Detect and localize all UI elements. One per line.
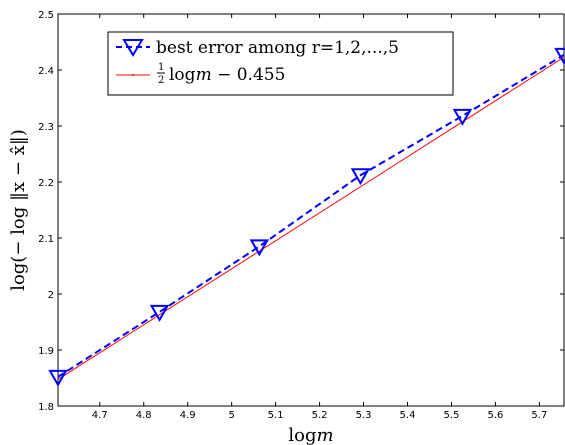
legend-box [107, 31, 454, 96]
x-tick-label: 5.4 [400, 410, 416, 421]
data-point-marker [554, 47, 565, 65]
x-tick-label: 5 [228, 410, 234, 421]
series-fit-line [57, 56, 565, 380]
y-tick-label: 1.9 [38, 346, 54, 357]
y-axis-label: log(− log ‖x − x̂‖) [8, 129, 29, 291]
x-axis-ticks: 4.7 4.8 4.9 5 5.1 5.2 5.3 5.4 5.5 5.6 5.7 [92, 14, 547, 421]
data-point-marker [48, 369, 68, 387]
x-tick-label: 5.5 [444, 410, 460, 421]
y-tick-label: 2.5 [38, 10, 54, 21]
legend-label-offset: − 0.455 [212, 65, 286, 85]
x-tick-label: 5.7 [531, 410, 547, 421]
y-tick-label: 2.3 [38, 122, 54, 133]
y-tick-label: 2.4 [38, 66, 54, 77]
data-point-marker [149, 304, 170, 322]
y-tick-label: 1.8 [38, 402, 54, 413]
series-best-error-line [57, 54, 565, 378]
x-tick-label: 5.6 [487, 410, 503, 421]
legend: best error among r=1,2,...,5 1 2 logm − … [107, 31, 454, 96]
legend-frac-numerator: 1 [158, 62, 164, 73]
x-tick-label: 4.9 [180, 410, 196, 421]
legend-label-m: m [196, 65, 212, 85]
legend-frac-denominator: 2 [158, 75, 164, 86]
y-axis-ticks: 1.8 1.9 2 2.1 2.2 2.3 2.4 2.5 [38, 10, 564, 413]
x-tick-label: 4.8 [136, 410, 152, 421]
x-tick-label: 5.2 [312, 410, 328, 421]
x-tick-label: 5.3 [356, 410, 372, 421]
data-point-marker [249, 239, 270, 257]
legend-label-series-2: logm − 0.455 [169, 65, 285, 85]
legend-marker-triangle [122, 39, 144, 57]
legend-swatch-dot [132, 74, 134, 76]
series-layer [48, 47, 565, 387]
y-tick-label: 2.1 [38, 234, 54, 245]
legend-label-log: log [169, 65, 196, 85]
y-tick-label: 2.2 [38, 178, 54, 189]
legend-label-series-1: best error among r=1,2,...,5 [156, 38, 399, 58]
x-tick-label: 5.1 [268, 410, 284, 421]
data-point-marker [350, 168, 371, 186]
x-axis-label-m: m [317, 425, 334, 445]
data-point-marker [452, 108, 473, 126]
x-axis-label: logm [288, 425, 333, 445]
x-tick-label: 4.7 [92, 410, 108, 421]
y-tick-label: 2 [48, 290, 54, 301]
x-axis-label-log: log [288, 425, 316, 445]
